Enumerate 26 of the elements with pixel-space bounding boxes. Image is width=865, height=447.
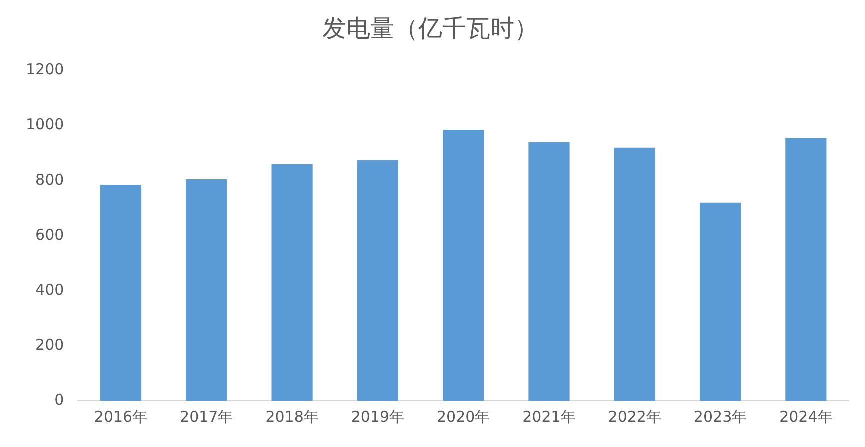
x-tick-label: 2019年: [351, 408, 405, 426]
y-tick-label: 600: [36, 226, 64, 244]
x-tick-label: 2022年: [608, 408, 662, 426]
x-tick-label: 2021年: [522, 408, 576, 426]
bar: [700, 202, 742, 401]
bar: [443, 130, 484, 401]
x-tick-label: 2023年: [694, 408, 748, 426]
y-tick-label: 0: [54, 390, 64, 409]
x-tick-label: 2017年: [180, 408, 234, 426]
bar: [186, 179, 228, 401]
y-tick-label: 200: [36, 336, 64, 354]
bar: [614, 148, 656, 401]
x-tick-label: 2018年: [266, 408, 319, 426]
y-tick-label: 800: [36, 170, 64, 189]
bar: [528, 142, 570, 401]
x-tick-label: 2020年: [436, 408, 490, 426]
bar: [100, 184, 142, 401]
y-tick-label: 1200: [26, 60, 64, 79]
x-tick-label: 2016年: [94, 408, 148, 426]
bar: [357, 160, 398, 401]
bar: [786, 138, 827, 401]
x-tick-label: 2024年: [780, 408, 833, 426]
bar: [272, 164, 313, 401]
y-tick-label: 1000: [26, 116, 64, 134]
chart-title: 发电量（亿千瓦时）: [322, 14, 538, 43]
y-tick-label: 400: [36, 280, 64, 299]
